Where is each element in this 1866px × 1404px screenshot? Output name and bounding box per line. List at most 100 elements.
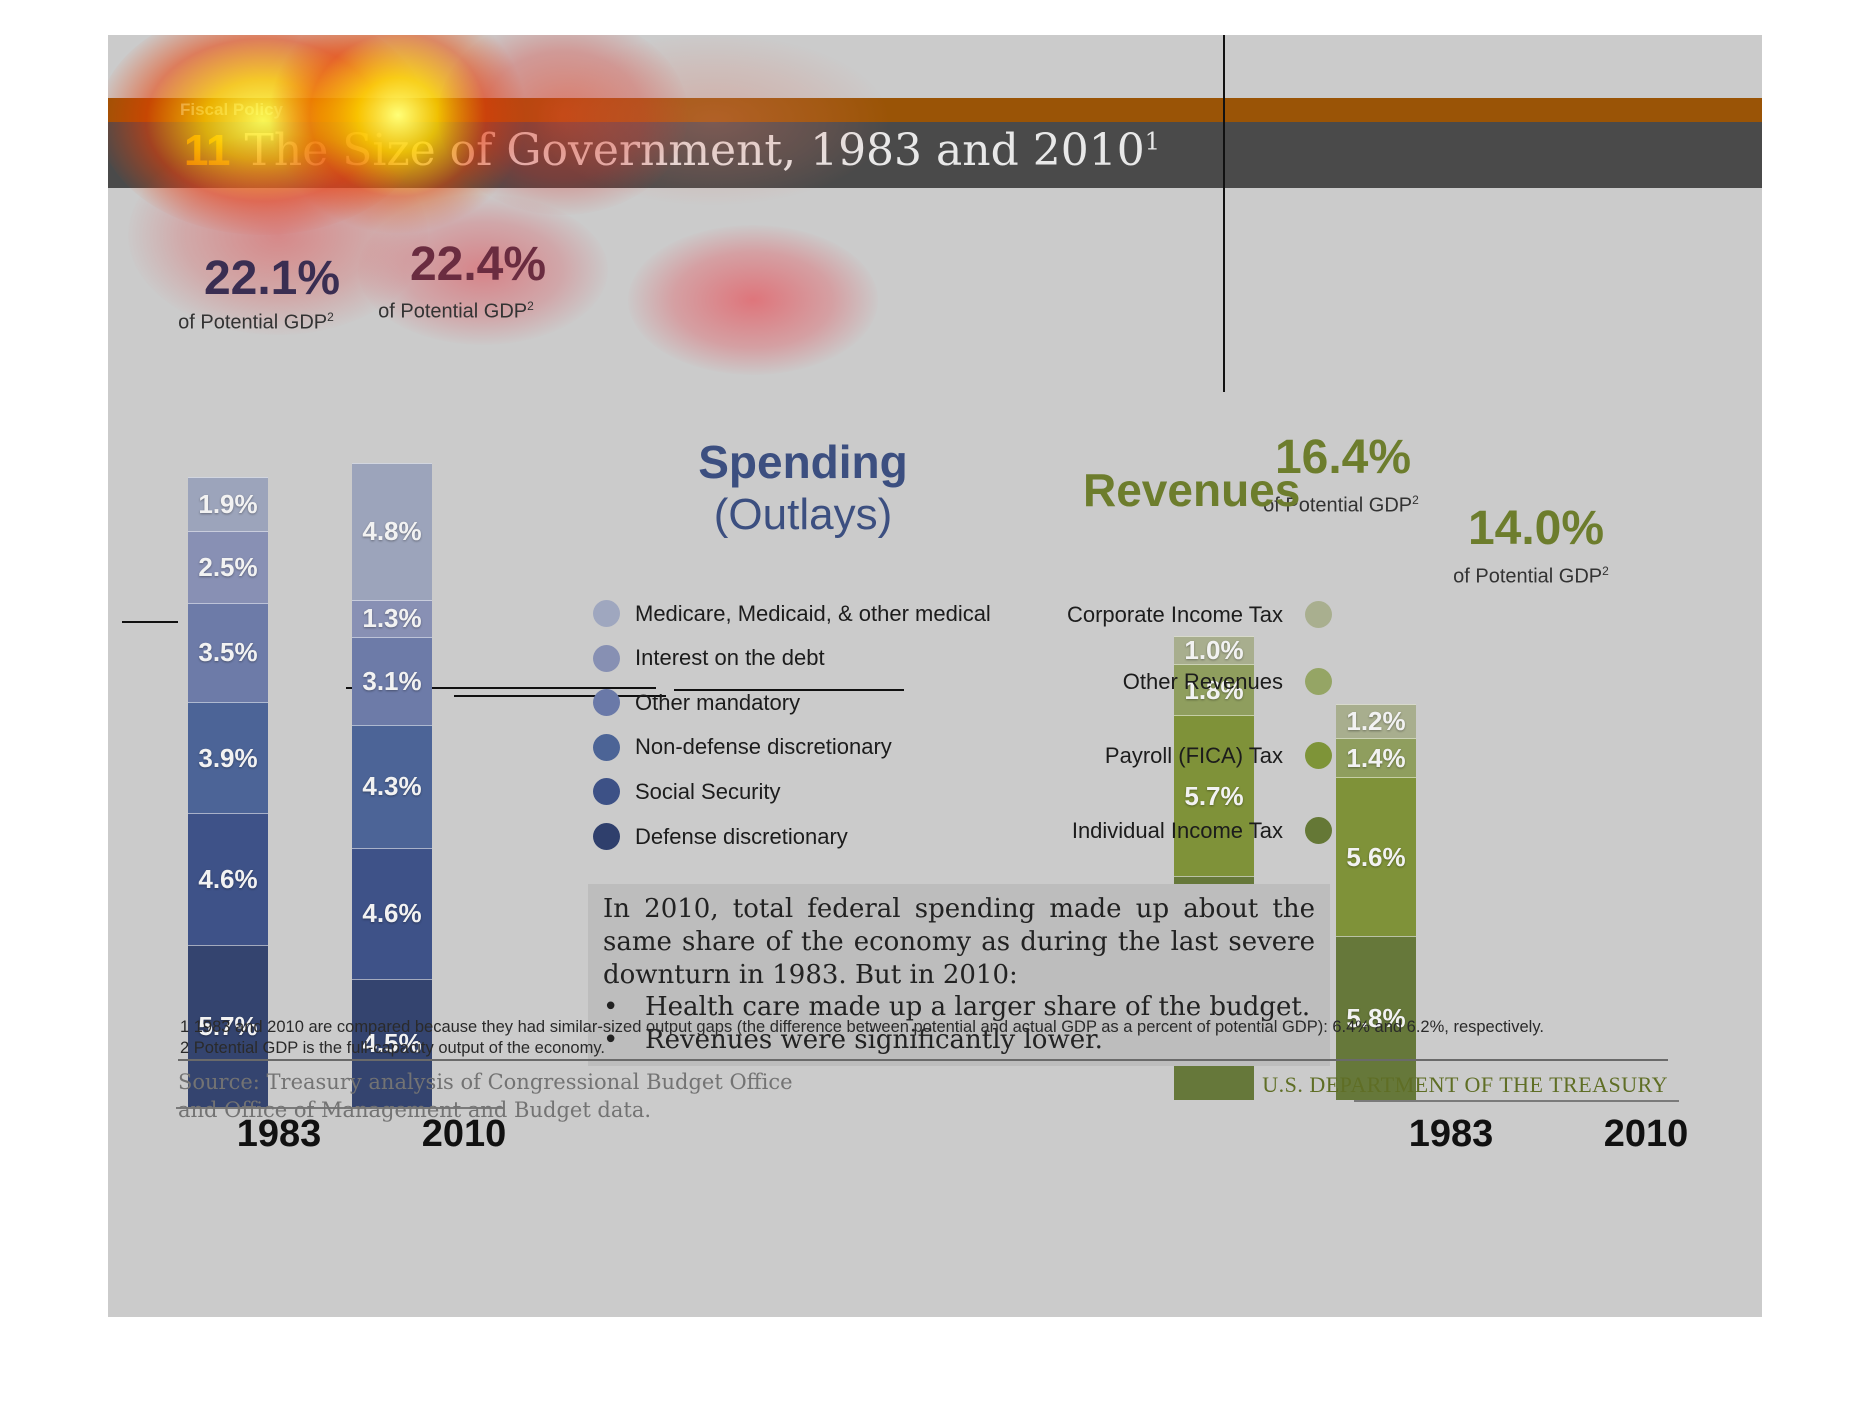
- spending-segment-label: 3.1%: [362, 665, 422, 696]
- title-footnote-marker: 1: [1144, 127, 1161, 156]
- spending-bar-segment: [188, 602, 268, 703]
- spending-segment-label: 2.5%: [198, 551, 258, 582]
- legend-label: Social Security: [635, 778, 781, 804]
- spending-segment-label: 4.6%: [362, 898, 422, 929]
- spending-bar-segment: [352, 462, 432, 600]
- revenue-legend-item: Other Revenues: [1123, 668, 1332, 695]
- spending-title: Spending: [698, 436, 908, 488]
- spending-bar-segment: [188, 531, 268, 603]
- spending-segment-label: 5.7%: [198, 1010, 258, 1041]
- revenue-total-2010-subtitle: of Potential GDP2: [1453, 564, 1609, 588]
- source-line-2: and Office of Management and Budget data…: [178, 1098, 652, 1122]
- spending-bar-segment: [352, 636, 432, 726]
- summary-paragraph: In 2010, total federal spending made up …: [603, 894, 1315, 990]
- spending-axis-year-2010: 2010: [421, 1113, 507, 1155]
- spending-total-1983: 22.1%: [203, 252, 341, 305]
- legend-label: Other mandatory: [635, 689, 801, 715]
- revenue-legend-item: Corporate Income Tax: [1067, 601, 1332, 628]
- revenue-segment-label: 5.7%: [1184, 780, 1244, 811]
- legend-swatch: [593, 778, 620, 806]
- spending-total-1983-subtitle: of Potential GDP2: [178, 310, 334, 334]
- footer-rule: [178, 1059, 1668, 1061]
- revenue-bar-segment: [1174, 635, 1254, 665]
- legend-swatch: [1305, 817, 1332, 844]
- revenue-legend-item: Individual Income Tax: [1072, 817, 1332, 844]
- spending-bar-segment: [188, 944, 268, 1107]
- revenue-total-2010: 14.0%: [1467, 502, 1605, 555]
- spending-segment-label: 4.3%: [362, 771, 422, 802]
- spending-bar-segment: [352, 725, 432, 848]
- legend-swatch: [1305, 668, 1332, 695]
- spending-segment-label: 4.8%: [362, 516, 422, 547]
- spending-bar-segment: [188, 702, 268, 814]
- spending-total-2010: 22.4%: [409, 238, 547, 291]
- spending-legend-item: Interest on the debt: [593, 644, 825, 672]
- legend-label: Payroll (FICA) Tax: [1104, 742, 1283, 768]
- revenues-title: Revenues: [1083, 464, 1301, 516]
- legend-swatch: [593, 689, 620, 717]
- legend-label: Other Revenues: [1122, 668, 1283, 694]
- revenue-legend-item: Payroll (FICA) Tax: [1105, 742, 1332, 769]
- spending-segment-label: 1.3%: [362, 603, 422, 634]
- cursor-line-vertical: [1223, 35, 1225, 392]
- legend-swatch: [593, 823, 620, 850]
- spending-legend-item: Other mandatory: [593, 689, 801, 717]
- source-line-1: Source: Treasury analysis of Congression…: [178, 1070, 793, 1094]
- spending-bar-segment: [352, 599, 432, 637]
- revenue-bar-segment: [1336, 737, 1416, 778]
- legend-swatch: [1305, 742, 1332, 769]
- legend-label: Interest on the debt: [635, 645, 825, 671]
- summary-note: In 2010, total federal spending made up …: [588, 884, 1330, 1066]
- cursor-line-horizontal: [454, 695, 666, 697]
- spending-legend-item: Non-defense discretionary: [593, 733, 892, 761]
- cursor-line-horizontal: [122, 621, 178, 623]
- legend-label: Non-defense discretionary: [635, 734, 892, 760]
- legend-swatch: [1305, 601, 1332, 628]
- spending-segment-label: 3.5%: [198, 637, 258, 668]
- revenue-axis-year-1983: 1983: [1408, 1113, 1494, 1155]
- legend-label: Defense discretionary: [635, 823, 848, 849]
- revenue-baseline: [1354, 1100, 1679, 1102]
- revenue-segment-label: 1.0%: [1184, 635, 1244, 666]
- spending-bar-segment: [352, 978, 432, 1107]
- revenue-segment-label: 5.6%: [1346, 841, 1406, 872]
- revenue-bar-segment: [1174, 715, 1254, 877]
- spending-segment-label: 4.5%: [362, 1027, 422, 1058]
- revenue-segment-label: 1.8%: [1184, 674, 1244, 705]
- revenue-bar-segment: [1336, 703, 1416, 738]
- legend-swatch: [593, 733, 620, 761]
- spending-segment-label: 3.9%: [198, 742, 258, 773]
- spending-bar-segment: [188, 813, 268, 945]
- spending-total-2010-subtitle: of Potential GDP2: [378, 299, 534, 323]
- revenue-bar-segment: [1174, 664, 1254, 716]
- revenue-bar-segment: [1336, 777, 1416, 936]
- spending-segment-label: 4.6%: [198, 864, 258, 894]
- legend-swatch: [593, 644, 620, 672]
- spending-subtitle: (Outlays): [713, 490, 893, 539]
- revenue-total-1983-subtitle: of Potential GDP2: [1263, 493, 1419, 517]
- summary-bullet: • Revenues were significantly lower.: [603, 1025, 1103, 1055]
- legend-label: Individual Income Tax: [1071, 817, 1283, 843]
- spending-segment-label: 1.9%: [198, 489, 258, 520]
- cursor-line-horizontal: [346, 687, 656, 689]
- footnote-2: 2 Potential GDP is the full-capacity out…: [180, 1039, 605, 1057]
- spending-bar-segment: [352, 847, 432, 979]
- spending-stacked-bar-chart: 5.7% 4.6% 3.9% 3.5% 2.5% 1.9% 4.5% 4.6% 4.3% 3.1%…: [108, 35, 1762, 1317]
- revenue-axis-year-2010: 2010: [1603, 1113, 1689, 1155]
- legend-swatch: [593, 600, 620, 627]
- cursor-line-horizontal: [674, 689, 904, 691]
- spending-baseline: [176, 1107, 504, 1109]
- legend-label: Medicare, Medicaid, & other medical: [635, 600, 991, 626]
- summary-bullet: • Health care made up a larger share of t…: [603, 992, 1311, 1022]
- revenue-bar-segment: [1336, 935, 1416, 1100]
- spending-legend-item: Defense discretionary: [593, 823, 848, 850]
- slide: Fiscal Policy 11 The Size of Government, …: [108, 35, 1762, 1317]
- revenue-segment-label: 5.8%: [1346, 1002, 1406, 1033]
- revenue-segment-label: 1.4%: [1346, 742, 1406, 773]
- revenue-total-1983: 16.4%: [1274, 431, 1412, 484]
- spending-heading: Spending (Outlays): [678, 435, 928, 541]
- footnote-1: 1 1983 and 2010 are compared because the…: [180, 1018, 1544, 1036]
- legend-label: Corporate Income Tax: [1066, 601, 1283, 627]
- spending-legend-item: Medicare, Medicaid, & other medical: [593, 600, 991, 627]
- spending-axis-year-1983: 1983: [236, 1113, 322, 1155]
